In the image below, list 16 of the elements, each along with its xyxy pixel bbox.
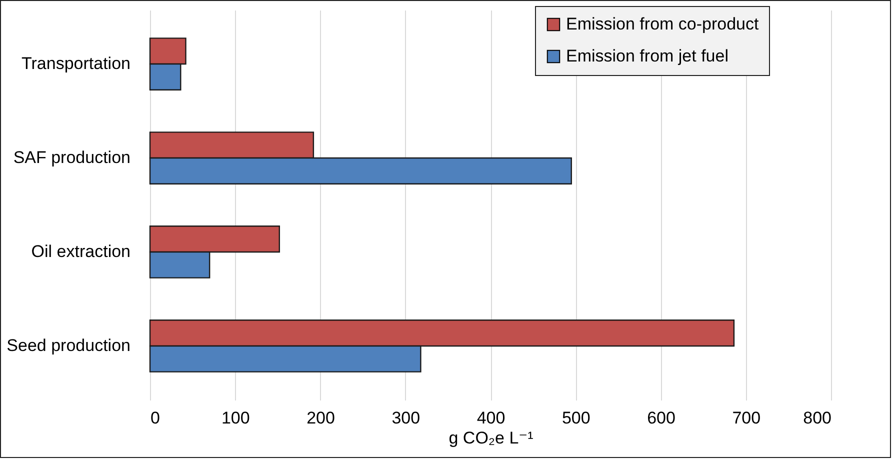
y-tick-label: Oil extraction [31,242,130,261]
y-tick-label: Seed production [6,336,130,355]
x-tick-label: 200 [306,408,335,428]
x-tick-label: 800 [803,408,832,428]
x-tick-label: 400 [476,408,506,428]
x-axis-title: g CO₂e L⁻¹ [448,428,534,448]
legend-label: Emission from co-product [566,14,760,34]
x-tick-label: 500 [562,408,590,428]
x-tick-label: 700 [732,408,761,428]
x-tick-label: 300 [392,408,420,428]
legend-label: Emission from jet fuel [566,46,728,66]
y-tick-label: Transportation [22,54,130,74]
x-tick-label: 600 [647,408,676,428]
x-tick-label: 0 [150,408,160,428]
y-tick-label: SAF production [13,148,130,168]
x-tick-label: 100 [221,408,250,428]
